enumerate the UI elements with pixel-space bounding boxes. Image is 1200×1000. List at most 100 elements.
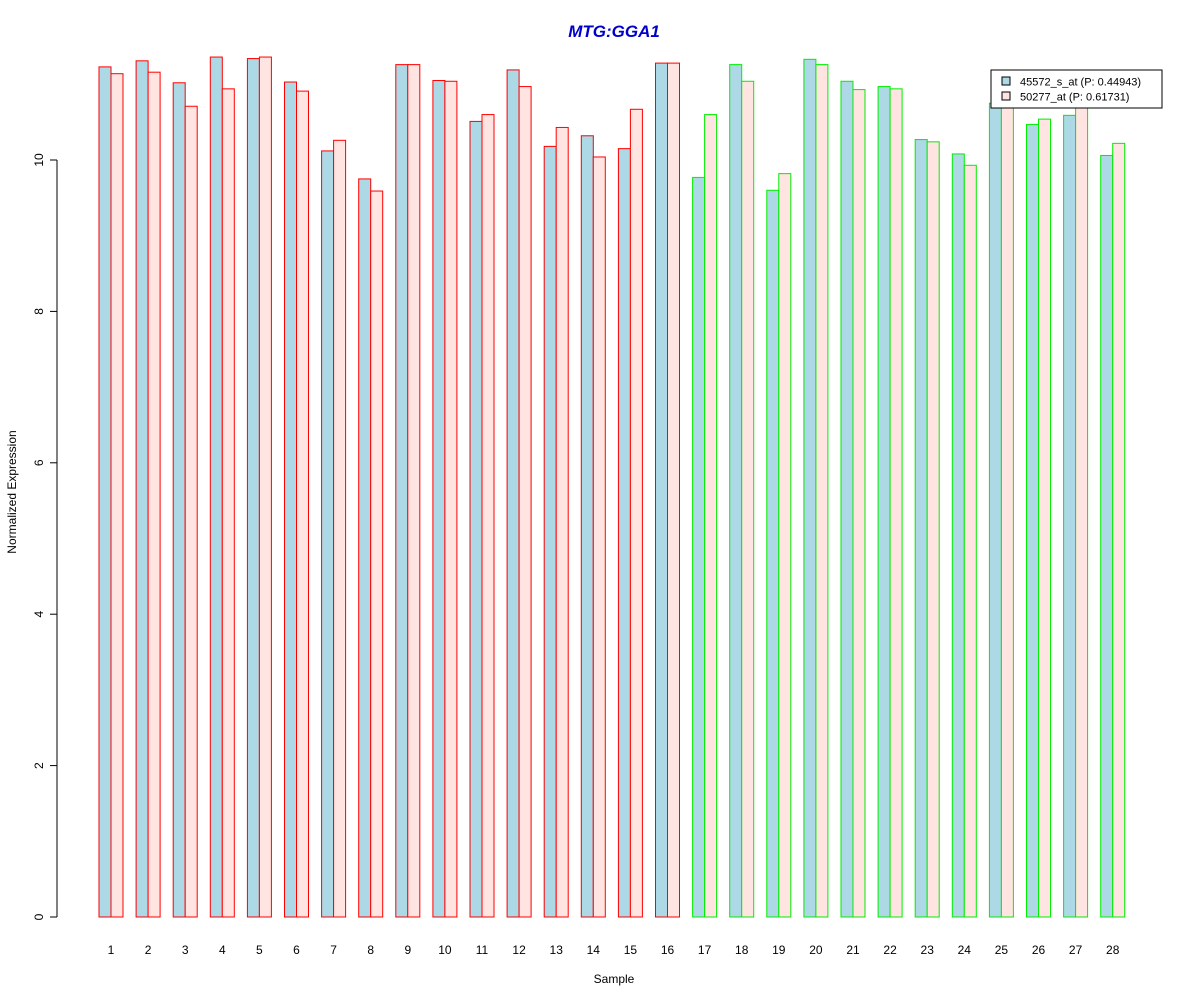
y-tick-label: 4 — [32, 611, 46, 618]
bar-sample-28-series-2 — [1112, 142, 1126, 918]
x-tick-label: 3 — [182, 943, 189, 957]
x-tick-label: 7 — [330, 943, 337, 957]
x-tick-label: 11 — [476, 943, 489, 957]
bar-sample-12-series-2 — [518, 86, 532, 918]
x-tick-label: 23 — [921, 943, 935, 957]
bar-sample-6-series-2 — [296, 90, 309, 918]
x-tick-label: 22 — [883, 943, 897, 957]
bar-sample-13-series-2 — [555, 126, 569, 918]
bar-sample-8-series-1 — [358, 178, 372, 918]
x-tick-label: 21 — [846, 943, 860, 957]
bar-sample-11-series-2 — [481, 114, 495, 918]
x-tick-label: 13 — [550, 943, 564, 957]
bar-sample-8-series-2 — [370, 190, 384, 918]
bar-sample-3-series-1 — [172, 82, 186, 918]
x-tick-label: 4 — [219, 943, 226, 957]
bar-sample-19-series-2 — [778, 173, 792, 918]
bar-sample-24-series-2 — [963, 164, 977, 918]
bar-sample-22-series-1 — [877, 86, 891, 918]
bar-sample-7-series-2 — [333, 139, 347, 918]
bar-sample-4-series-1 — [209, 56, 223, 918]
bar-sample-26-series-1 — [1026, 123, 1039, 918]
x-tick-label: 14 — [587, 943, 601, 957]
bar-sample-6-series-1 — [284, 81, 297, 918]
bar-sample-14-series-2 — [592, 156, 606, 918]
x-tick-label: 25 — [995, 943, 1009, 957]
bar-sample-1-series-1 — [98, 66, 112, 918]
bar-sample-21-series-2 — [852, 89, 866, 918]
bar-sample-16-series-2 — [667, 62, 680, 918]
legend-label-50277: 50277_at (P: 0.61731) — [1020, 92, 1129, 104]
bar-sample-17-series-2 — [704, 114, 718, 918]
bar-sample-23-series-2 — [926, 141, 940, 918]
bar-sample-24-series-1 — [951, 153, 965, 918]
x-tick-label: 6 — [293, 943, 300, 957]
y-axis: 0 2 4 6 8 10 — [32, 153, 58, 920]
bar-sample-27-series-1 — [1063, 114, 1077, 918]
bar-sample-19-series-1 — [766, 189, 780, 918]
x-tick-label: 17 — [698, 943, 712, 957]
bar-sample-17-series-1 — [692, 176, 706, 918]
bar-sample-10-series-2 — [444, 80, 458, 918]
bar-sample-15-series-2 — [629, 108, 643, 918]
bar-sample-18-series-2 — [741, 80, 755, 918]
bar-sample-13-series-1 — [543, 145, 557, 918]
bar-sample-18-series-1 — [729, 64, 743, 918]
x-tick-label: 12 — [512, 943, 526, 957]
bar-sample-27-series-2 — [1075, 104, 1089, 918]
y-axis-label: Normalized Expression — [5, 430, 19, 553]
x-tick-label: 19 — [772, 943, 786, 957]
y-tick-label: 0 — [32, 913, 46, 920]
x-tick-label: 15 — [624, 943, 638, 957]
x-tick-labels: 1 2 3 4 5 6 7 8 9 10 11 12 13 14 15 16 17 18 19 20 21 22 23 24 2… — [108, 943, 1120, 957]
bars-group — [98, 56, 1126, 918]
bar-sample-9-series-1 — [395, 64, 409, 918]
chart-title: MTG:GGA1 — [568, 22, 660, 41]
x-tick-label: 18 — [735, 943, 749, 957]
bar-sample-25-series-2 — [1000, 102, 1014, 918]
x-tick-label: 10 — [438, 943, 452, 957]
x-tick-label: 26 — [1032, 943, 1046, 957]
x-axis-label: Sample — [594, 972, 635, 986]
bar-sample-14-series-1 — [580, 135, 594, 918]
x-tick-label: 2 — [145, 943, 152, 957]
bar-sample-16-series-1 — [655, 62, 668, 918]
x-tick-label: 5 — [256, 943, 263, 957]
bar-sample-9-series-2 — [407, 64, 421, 918]
bar-sample-4-series-2 — [221, 88, 235, 918]
bar-sample-3-series-2 — [184, 105, 198, 918]
y-tick-label: 8 — [32, 308, 46, 315]
x-tick-label: 16 — [661, 943, 675, 957]
x-tick-label: 1 — [108, 943, 115, 957]
legend-label-45572: 45572_s_at (P: 0.44943) — [1020, 77, 1141, 89]
bar-sample-1-series-2 — [110, 73, 124, 918]
bar-sample-15-series-1 — [617, 148, 631, 918]
bar-sample-2-series-1 — [135, 60, 149, 918]
bar-sample-10-series-1 — [432, 80, 446, 918]
bar-sample-28-series-1 — [1100, 154, 1114, 918]
y-tick-label: 6 — [32, 459, 46, 466]
legend: 45572_s_at (P: 0.44943) 50277_at (P: 0.6… — [990, 69, 1163, 109]
bar-sample-2-series-2 — [147, 71, 161, 918]
y-tick-label: 2 — [32, 762, 46, 769]
bar-sample-25-series-1 — [988, 102, 1002, 918]
bar-sample-12-series-1 — [506, 69, 520, 918]
bar-sample-11-series-1 — [469, 120, 483, 918]
legend-swatch-45572 — [1001, 76, 1011, 86]
y-tick-label: 10 — [32, 153, 46, 167]
legend-box — [990, 69, 1163, 109]
bar-sample-23-series-1 — [914, 139, 928, 918]
bar-sample-21-series-1 — [840, 80, 854, 918]
legend-swatch-50277 — [1001, 91, 1011, 101]
bar-sample-20-series-1 — [803, 58, 817, 918]
bar-sample-5-series-2 — [258, 56, 272, 918]
x-tick-label: 24 — [958, 943, 972, 957]
bar-sample-22-series-2 — [889, 88, 903, 918]
bar-sample-20-series-2 — [815, 64, 829, 918]
bar-sample-5-series-1 — [246, 58, 260, 918]
x-tick-label: 28 — [1106, 943, 1120, 957]
x-tick-label: 27 — [1069, 943, 1083, 957]
x-tick-label: 8 — [367, 943, 374, 957]
bar-sample-26-series-2 — [1038, 118, 1051, 918]
